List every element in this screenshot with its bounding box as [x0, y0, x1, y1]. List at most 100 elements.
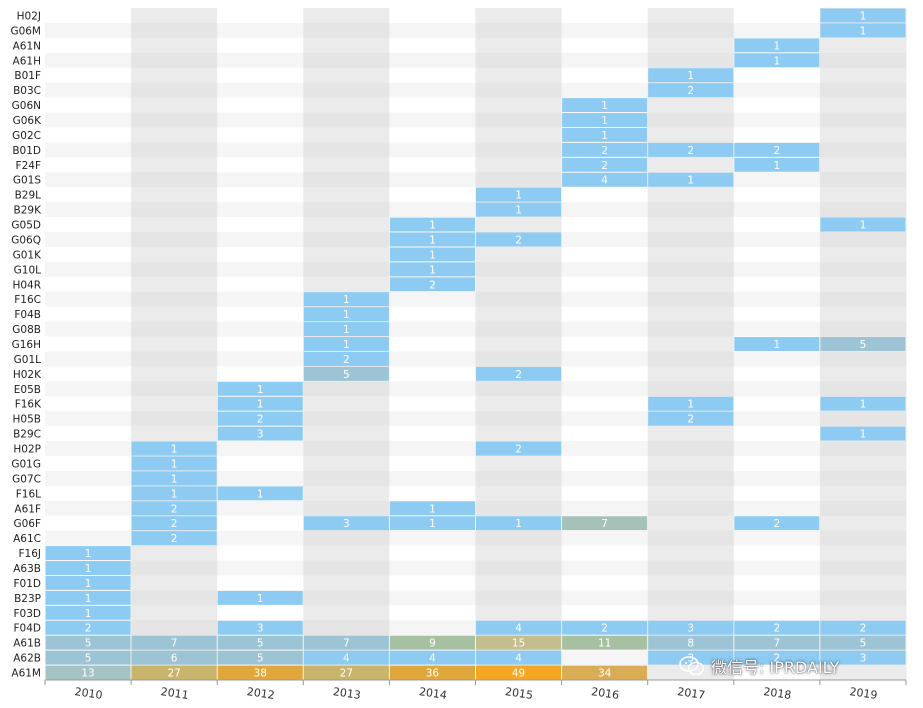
- heatmap-cell: [45, 561, 131, 575]
- cell-value-label: 1: [257, 399, 264, 411]
- cell-value-label: 6: [171, 653, 178, 665]
- y-tick-label: G06N: [12, 100, 41, 112]
- heatmap-cell: [389, 262, 475, 277]
- stripe-cell: [475, 545, 563, 562]
- y-tick-label: F04D: [14, 623, 42, 635]
- heatmap-cell: [217, 650, 303, 665]
- stripe-cell: [475, 291, 563, 308]
- stripe-cell: [131, 246, 218, 263]
- stripe-cell: [131, 202, 218, 218]
- stripe-cell: [475, 172, 563, 188]
- stripe-cell: [45, 82, 132, 99]
- stripe-cell: [217, 336, 304, 352]
- cell-value-label: 1: [171, 444, 178, 456]
- heatmap-cell: [389, 277, 475, 292]
- x-tick-label: 2013: [332, 685, 362, 702]
- stripe-cell: [45, 485, 132, 502]
- stripe-cell: [303, 217, 390, 233]
- stripe-cell: [389, 530, 476, 547]
- stripe-cell: [733, 575, 821, 591]
- stripe-cell: [819, 82, 907, 99]
- stripe-cell: [647, 306, 735, 323]
- stripe-cell: [389, 82, 476, 99]
- stripe-cell: [475, 396, 563, 412]
- stripe-cell: [389, 575, 476, 591]
- stripe-cell: [647, 202, 735, 218]
- stripe-cell: [733, 665, 821, 681]
- stripe-cell: [131, 366, 218, 382]
- stripe-cell: [647, 22, 735, 39]
- heatmap-cell: [303, 366, 389, 381]
- heatmap-cell: [820, 620, 906, 635]
- stripe-cell: [733, 530, 821, 547]
- heatmap-cell: [476, 650, 562, 665]
- stripe-cell: [733, 291, 821, 308]
- heatmap-cell: [45, 590, 131, 605]
- stripe-cell: [561, 22, 649, 39]
- heatmap-cell: [217, 396, 303, 411]
- stripe-cell: [819, 605, 907, 621]
- y-tick-label: F16J: [19, 548, 42, 560]
- cell-value-label: 3: [343, 518, 350, 530]
- cell-value-label: 1: [774, 339, 781, 351]
- heatmap-cell: [648, 142, 734, 157]
- x-tick-label: 2010: [74, 685, 104, 702]
- stripe-cell: [475, 590, 563, 606]
- stripe-cell: [819, 366, 907, 382]
- stripe-cell: [647, 470, 735, 487]
- watermark: 微信号: IPRDAILY: [679, 655, 839, 677]
- stripe-cell: [303, 441, 390, 457]
- stripe-cell: [217, 261, 304, 278]
- stripe-cell: [389, 97, 476, 114]
- stripe-cell: [389, 37, 476, 54]
- y-tick-label: H02P: [13, 444, 41, 456]
- stripe-cell: [217, 112, 304, 128]
- cell-value-label: 4: [429, 653, 436, 665]
- stripe-cell: [217, 560, 304, 576]
- stripe-cell: [733, 500, 821, 517]
- y-tick-label: A61F: [14, 503, 41, 515]
- stripe-cell: [561, 470, 649, 487]
- stripe-cell: [733, 396, 821, 412]
- cell-value-label: 5: [85, 653, 92, 665]
- heatmap-cell: [734, 142, 820, 157]
- cell-value-label: 1: [429, 264, 436, 276]
- heatmap-cell: [45, 575, 131, 590]
- cell-value-label: 27: [167, 668, 180, 680]
- heatmap-cell: [562, 516, 648, 531]
- stripe-cell: [389, 52, 476, 69]
- stripe-cell: [131, 187, 218, 203]
- cell-value-label: 2: [343, 354, 350, 366]
- stripe-cell: [647, 456, 735, 472]
- stripe-cell: [303, 426, 390, 442]
- y-tick-label: H02K: [13, 369, 42, 381]
- heatmap-cell: [45, 650, 131, 665]
- cell-value-label: 1: [687, 175, 694, 187]
- cell-value-label: 1: [429, 518, 436, 530]
- stripe-cell: [475, 500, 563, 517]
- stripe-cell: [389, 187, 476, 203]
- stripe-cell: [819, 52, 907, 69]
- stripe-cell: [389, 157, 476, 173]
- stripe-cell: [475, 97, 563, 114]
- heatmap-cell: [562, 157, 648, 172]
- stripe-cell: [131, 52, 218, 69]
- stripe-cell: [647, 351, 735, 367]
- heatmap-cell: [476, 202, 562, 217]
- cell-value-label: 36: [426, 668, 440, 680]
- stripe-cell: [131, 67, 218, 84]
- cell-value-label: 2: [515, 444, 522, 456]
- cell-value-label: 2: [774, 145, 781, 157]
- heatmap-cell: [389, 232, 475, 247]
- stripe-cell: [303, 37, 390, 54]
- x-tick-label: 2012: [246, 685, 276, 702]
- stripe-cell: [561, 82, 649, 99]
- cell-value-label: 1: [85, 548, 92, 560]
- stripe-cell: [303, 530, 390, 547]
- stripe-cell: [819, 500, 907, 517]
- stripe-cell: [819, 485, 907, 502]
- stripe-cell: [389, 142, 476, 158]
- heatmap-cell: [562, 142, 648, 157]
- cell-value-label: 2: [601, 145, 608, 157]
- stripe-cell: [45, 321, 132, 338]
